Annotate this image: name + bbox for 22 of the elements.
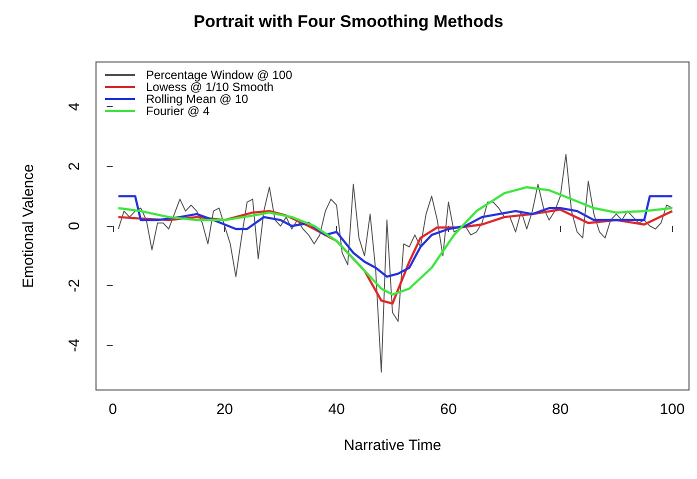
line-series — [118, 154, 673, 373]
y-tick-label: -4 — [66, 338, 83, 352]
x-axis-title: Narrative Time — [344, 437, 442, 454]
line-series — [117, 208, 674, 305]
x-tick-label: 60 — [440, 401, 457, 418]
chart-title: Portrait with Four Smoothing Methods — [194, 12, 504, 31]
x-tick-label: 0 — [108, 401, 117, 418]
x-tick-label: 100 — [660, 401, 685, 418]
x-tick-label: 20 — [216, 401, 234, 418]
x-tick-label: 80 — [552, 401, 569, 418]
y-tick-label: 4 — [66, 102, 83, 111]
legend-label: Lowess @ 1/10 Smooth — [146, 80, 274, 94]
x-tick-label: 40 — [328, 401, 345, 418]
legend-label: Fourier @ 4 — [146, 104, 210, 118]
y-tick-label: -2 — [66, 278, 83, 292]
y-tick-label: 2 — [66, 162, 83, 171]
legend-label: Rolling Mean @ 10 — [146, 92, 249, 106]
y-axis-title: Emotional Valence — [20, 164, 37, 288]
line-series — [117, 186, 674, 296]
line-series — [117, 195, 674, 278]
legend-label: Percentage Window @ 100 — [146, 68, 293, 82]
y-tick-label: 0 — [66, 222, 83, 230]
